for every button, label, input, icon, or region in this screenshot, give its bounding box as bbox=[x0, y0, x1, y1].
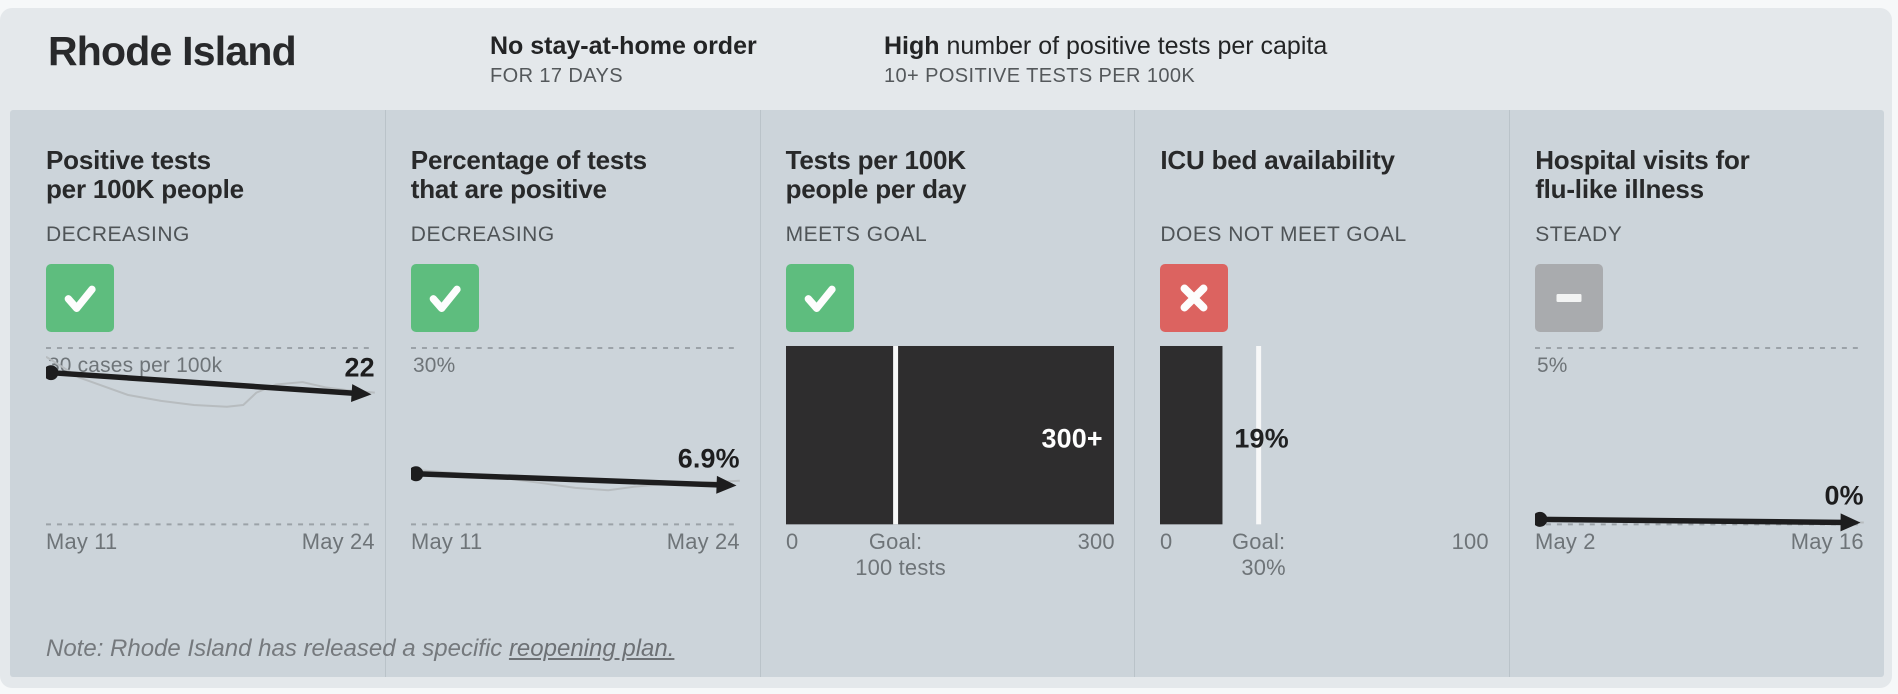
goal-sublabel: 100 tests bbox=[855, 555, 946, 580]
latest-value-label: 0% bbox=[1825, 481, 1864, 511]
check-glyph bbox=[804, 285, 836, 312]
panel-title-line2: per 100K people bbox=[46, 174, 244, 204]
positive-tests-status-bold: High bbox=[884, 32, 940, 60]
panel-title: Percentage of tests that are positive bbox=[411, 146, 740, 204]
page-title: Rhode Island bbox=[48, 28, 297, 74]
reference-label: 30% bbox=[413, 354, 455, 377]
trend-arrowhead bbox=[716, 475, 737, 494]
stay-at-home-status-bold: No stay-at-home order bbox=[490, 32, 757, 60]
positive-tests-status-sub: 10+ POSITIVE TESTS PER 100K bbox=[884, 65, 1196, 87]
check-glyph bbox=[64, 285, 96, 312]
trend-arrowhead bbox=[351, 384, 372, 403]
trend-status-label: DECREASING bbox=[46, 223, 190, 246]
state-dashboard-module: Rhode Island No stay-at-home order FOR 1… bbox=[0, 8, 1892, 688]
metric-bar bbox=[1160, 345, 1223, 525]
panel-title-line2: that are positive bbox=[410, 174, 607, 204]
date-label-right: May 16 bbox=[1791, 529, 1864, 554]
x-glyph bbox=[1180, 284, 1208, 312]
goal-line bbox=[1256, 345, 1262, 525]
positive-tests-status-main: High number of positive tests per capita bbox=[884, 31, 1872, 61]
date-label-left: May 2 bbox=[1535, 529, 1596, 554]
trend-status-label: DECREASING bbox=[410, 223, 555, 246]
latest-value-label: 22 bbox=[344, 352, 374, 382]
bar-value-label: 300+ bbox=[1041, 424, 1102, 454]
icu-availability-bar-chart: 19% 0 100 Goal:30% bbox=[1160, 345, 1489, 580]
panel-flu-like-illness: Hospital visits for flu-like illness STE… bbox=[1509, 110, 1884, 677]
panel-positive-tests-per-100k: Positive tests per 100K people DECREASIN… bbox=[10, 110, 385, 677]
panel-title-line1: Tests per 100K bbox=[785, 145, 966, 175]
check-icon bbox=[785, 264, 854, 332]
footnote: Note: Rhode Island has released a specif… bbox=[46, 635, 674, 663]
stay-at-home-status-main: No stay-at-home order bbox=[490, 31, 884, 61]
x-icon bbox=[1160, 264, 1229, 332]
footnote-text: Note: Rhode Island has released a specif… bbox=[46, 635, 509, 662]
goal-status-label: DOES NOT MEET GOAL bbox=[1160, 223, 1407, 246]
reopening-plan-link[interactable]: reopening plan. bbox=[508, 635, 675, 662]
axis-min-label: 0 bbox=[786, 529, 798, 554]
axis-min-label: 0 bbox=[1160, 529, 1172, 554]
date-label-left: May 11 bbox=[411, 529, 482, 554]
goal-status-label: MEETS GOAL bbox=[785, 223, 928, 246]
axis-max-label: 100 bbox=[1452, 529, 1489, 554]
panel-icu-bed-availability: ICU bed availability DOES NOT MEET GOAL … bbox=[1134, 110, 1509, 677]
date-label-right: May 24 bbox=[302, 529, 375, 554]
data-line bbox=[46, 355, 375, 408]
goal-label: Goal: bbox=[1232, 529, 1285, 554]
panel-title: Tests per 100K people per day bbox=[786, 146, 1115, 204]
panel-title-line1: Positive tests bbox=[46, 145, 211, 175]
panel-title: Positive tests per 100K people bbox=[46, 146, 375, 204]
trend-arrow-line bbox=[1540, 516, 1849, 526]
stay-at-home-status: No stay-at-home order FOR 17 DAYS bbox=[490, 28, 884, 88]
positive-tests-trend-chart: 30 cases per 100k 22 May 11 May 24 bbox=[46, 346, 375, 554]
panel-title: ICU bed availability bbox=[1160, 146, 1489, 204]
latest-value-label: 6.9% bbox=[678, 444, 740, 474]
positive-tests-status: High number of positive tests per capita… bbox=[884, 28, 1872, 88]
check-icon bbox=[410, 264, 479, 332]
panel-percent-positive: Percentage of tests that are positive DE… bbox=[384, 110, 760, 677]
goal-sublabel: 30% bbox=[1242, 555, 1286, 580]
trend-arrowhead bbox=[1840, 513, 1861, 532]
panel-title: Hospital visits for flu-like illness bbox=[1535, 146, 1864, 204]
panel-title-line2: flu-like illness bbox=[1535, 174, 1704, 204]
date-label-left: May 11 bbox=[46, 529, 117, 554]
dash-icon bbox=[1535, 264, 1604, 332]
goal-label: Goal: bbox=[869, 529, 922, 554]
reference-label: 30 cases per 100k bbox=[48, 354, 223, 377]
metrics-card: Positive tests per 100K people DECREASIN… bbox=[10, 110, 1884, 677]
header: Rhode Island No stay-at-home order FOR 1… bbox=[48, 28, 1872, 88]
metrics-grid: Positive tests per 100K people DECREASIN… bbox=[10, 110, 1884, 677]
positive-tests-status-rest: number of positive tests per capita bbox=[939, 32, 1328, 60]
goal-line bbox=[892, 345, 898, 525]
reference-label: 5% bbox=[1537, 354, 1568, 377]
panel-title-line1: ICU bed availability bbox=[1160, 145, 1395, 175]
tests-per-100k-bar-chart: 300+ 0 300 Goal:100 tests bbox=[785, 345, 1115, 580]
panel-title-line1: Hospital visits for bbox=[1535, 145, 1750, 175]
flu-visits-trend-chart: 5% 0% May 2 May 16 bbox=[1535, 346, 1864, 554]
check-icon bbox=[46, 264, 114, 332]
date-label-right: May 24 bbox=[667, 529, 740, 554]
axis-max-label: 300 bbox=[1077, 529, 1114, 554]
dash-glyph bbox=[1556, 294, 1582, 302]
bar-value-label: 19% bbox=[1235, 424, 1289, 454]
percent-positive-trend-chart: 30% 6.9% May 11 May 24 bbox=[410, 346, 740, 554]
trend-status-label: STEADY bbox=[1535, 223, 1623, 246]
panel-title-line1: Percentage of tests bbox=[410, 145, 647, 175]
metric-bar bbox=[785, 345, 1115, 525]
trend-arrow-line bbox=[415, 471, 725, 488]
stay-at-home-status-sub: FOR 17 DAYS bbox=[490, 65, 623, 87]
check-glyph bbox=[429, 285, 461, 312]
panel-title-line2: people per day bbox=[785, 174, 967, 204]
panel-tests-per-100k: Tests per 100K people per day MEETS GOAL… bbox=[759, 110, 1135, 677]
trend-arrow-line bbox=[50, 369, 360, 397]
